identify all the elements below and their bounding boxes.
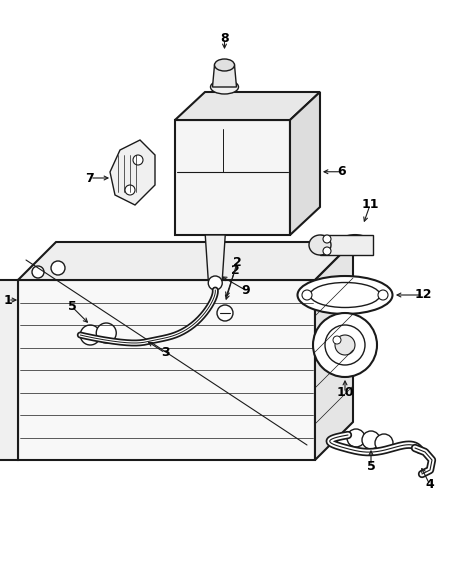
Circle shape [80, 325, 100, 345]
Text: 5: 5 [68, 300, 77, 313]
Circle shape [208, 276, 222, 290]
Ellipse shape [309, 235, 331, 255]
Text: 3: 3 [161, 347, 170, 360]
Polygon shape [290, 92, 320, 235]
Polygon shape [110, 140, 155, 205]
Ellipse shape [298, 276, 392, 314]
Text: 4: 4 [426, 478, 434, 492]
Ellipse shape [349, 238, 371, 252]
Circle shape [51, 261, 65, 275]
Text: 6: 6 [338, 165, 346, 178]
Text: 2: 2 [230, 263, 239, 276]
Ellipse shape [337, 235, 373, 255]
Polygon shape [18, 242, 353, 280]
Polygon shape [175, 120, 290, 235]
Circle shape [217, 305, 233, 321]
Text: 1: 1 [4, 293, 12, 307]
Text: 9: 9 [241, 283, 249, 296]
Ellipse shape [215, 59, 235, 71]
Polygon shape [212, 65, 236, 87]
Circle shape [323, 235, 331, 243]
Text: 11: 11 [361, 199, 379, 211]
Circle shape [323, 247, 331, 255]
Circle shape [302, 290, 312, 300]
Text: 8: 8 [220, 33, 229, 46]
Circle shape [347, 429, 365, 447]
Circle shape [125, 185, 135, 195]
Ellipse shape [211, 80, 239, 94]
Text: 7: 7 [86, 171, 94, 184]
Circle shape [325, 325, 365, 365]
Circle shape [362, 431, 380, 449]
Polygon shape [205, 235, 225, 280]
Circle shape [335, 335, 355, 355]
Polygon shape [0, 280, 18, 460]
Circle shape [378, 290, 388, 300]
Polygon shape [315, 242, 353, 460]
Circle shape [375, 434, 393, 452]
Circle shape [32, 266, 44, 278]
Circle shape [133, 155, 143, 165]
Ellipse shape [310, 283, 380, 308]
Polygon shape [175, 92, 320, 120]
Circle shape [96, 323, 116, 343]
Text: 2: 2 [233, 256, 241, 270]
Circle shape [333, 336, 341, 344]
Text: 5: 5 [367, 460, 375, 472]
Polygon shape [18, 280, 315, 460]
Polygon shape [320, 235, 373, 255]
Text: 12: 12 [414, 288, 432, 301]
Circle shape [313, 313, 377, 377]
Text: 10: 10 [336, 387, 354, 400]
